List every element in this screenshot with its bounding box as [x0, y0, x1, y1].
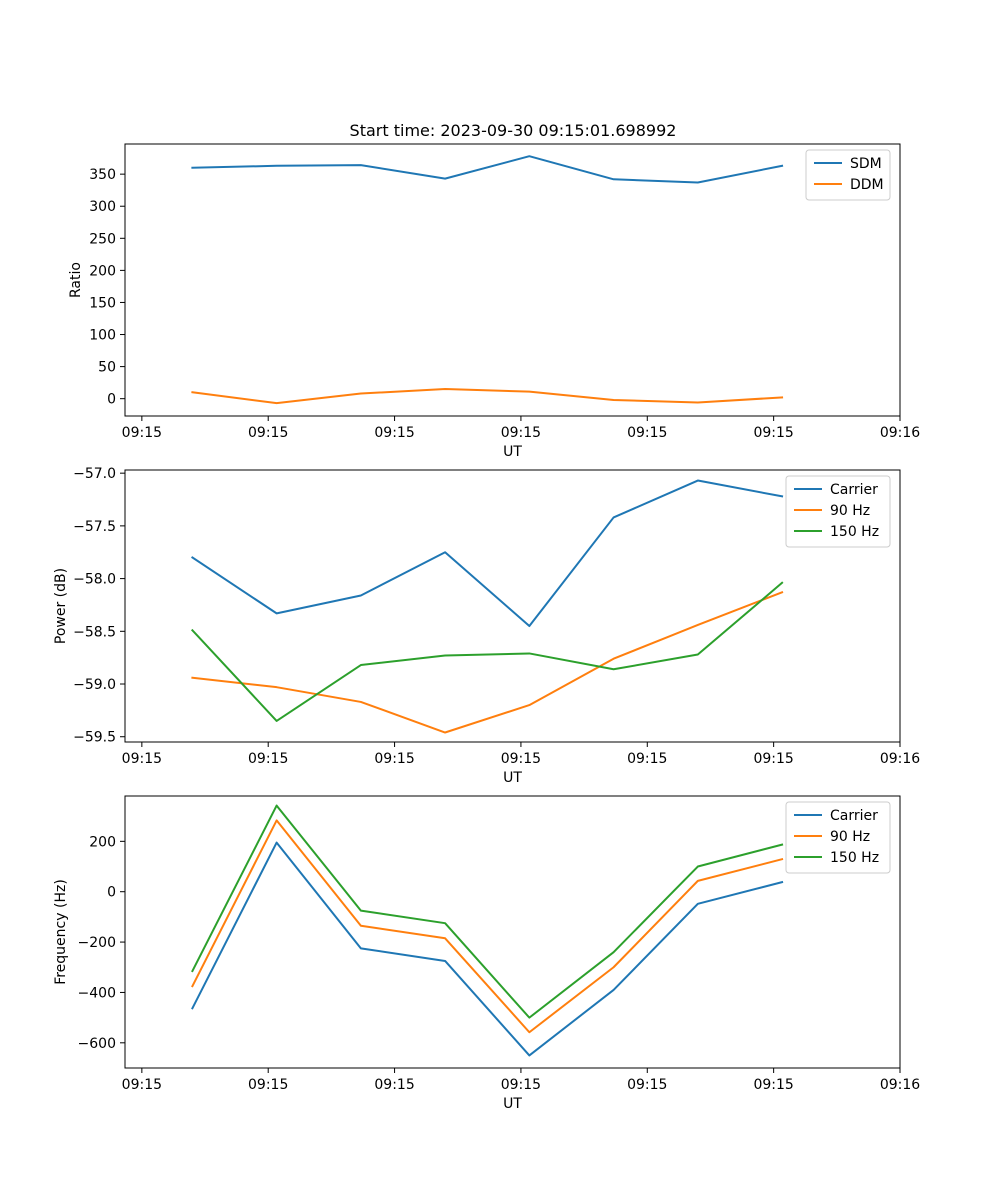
- y-tick-label: 100: [89, 328, 116, 344]
- legend-label: DDM: [850, 177, 884, 193]
- x-axis-label: UT: [503, 444, 522, 460]
- chart-panel-3: 09:15 09:15 09:15 09:15 09:15 09:15 09:16 −600 −…: [53, 795, 920, 1112]
- series-line-sdm: [191, 155, 784, 184]
- y-tick-label: −57.5: [73, 519, 116, 535]
- y-tick-label: 150: [89, 295, 116, 311]
- legend-label: 150 Hz: [830, 850, 879, 866]
- series-line-carrier: [191, 479, 784, 628]
- legend-label: SDM: [850, 156, 882, 172]
- x-tick-label: 09:15: [248, 751, 288, 767]
- x-tick-label: 09:16: [880, 751, 920, 767]
- figure-title: Start time: 2023-09-30 09:15:01.698992: [350, 121, 677, 140]
- series-line-ddm: [191, 388, 784, 405]
- y-axis-label: Ratio: [68, 262, 84, 298]
- y-tick-label: −59.5: [73, 730, 116, 746]
- x-tick-label: 09:15: [248, 425, 288, 441]
- y-tick-label: −58.0: [73, 572, 116, 588]
- chart-panel-2: 09:15 09:15 09:15 09:15 09:15 09:15 09:16 −59.5…: [53, 466, 920, 786]
- y-tick-label: −200: [78, 935, 116, 951]
- series-line-carrier: [191, 841, 784, 1057]
- x-tick-label: 09:15: [122, 425, 162, 441]
- y-tick-label: 300: [89, 199, 116, 215]
- y-tick-label: −400: [78, 985, 116, 1001]
- x-tick-label: 09:15: [122, 1077, 162, 1093]
- plot-frame: [124, 795, 901, 1069]
- legend-box: [785, 801, 891, 874]
- x-tick-label: 09:15: [753, 751, 793, 767]
- legend-label: 90 Hz: [830, 503, 870, 519]
- plot-frame: [124, 469, 901, 743]
- y-tick-label: 350: [89, 167, 116, 183]
- y-tick-label: 0: [107, 885, 116, 901]
- x-tick-label: 09:15: [374, 425, 414, 441]
- legend-label: 150 Hz: [830, 524, 879, 540]
- legend-label: Carrier: [830, 808, 878, 824]
- series-line-150-hz: [190, 581, 784, 722]
- x-tick-label: 09:16: [880, 1077, 920, 1093]
- chart-panel-1: 09:15 09:15 09:15 09:15 09:15 09:15 09:16 0 50 10…: [68, 143, 920, 460]
- series-line-90-hz: [191, 590, 784, 734]
- x-axis-label: UT: [503, 1096, 522, 1112]
- legend-label: Carrier: [830, 482, 878, 498]
- y-tick-label: −59.0: [73, 677, 116, 693]
- x-tick-label: 09:15: [501, 425, 541, 441]
- x-tick-label: 09:15: [248, 1077, 288, 1093]
- y-axis-label: Frequency (Hz): [53, 879, 69, 985]
- legend-box: [785, 475, 891, 548]
- x-tick-label: 09:15: [627, 751, 667, 767]
- series-line-90-hz: [191, 819, 784, 1034]
- x-tick-label: 09:15: [374, 751, 414, 767]
- x-tick-label: 09:15: [627, 1077, 667, 1093]
- y-tick-label: 200: [89, 834, 116, 850]
- plot-frame: [124, 143, 901, 417]
- y-tick-label: 250: [89, 231, 116, 247]
- x-tick-label: 09:15: [753, 425, 793, 441]
- x-tick-label: 09:15: [122, 751, 162, 767]
- x-tick-label: 09:15: [753, 1077, 793, 1093]
- x-axis-label: UT: [503, 770, 522, 786]
- y-tick-label: −600: [78, 1036, 116, 1052]
- x-tick-label: 09:15: [374, 1077, 414, 1093]
- series-line-150-hz: [191, 804, 784, 1019]
- y-tick-label: 0: [107, 392, 116, 408]
- y-tick-label: 200: [89, 263, 116, 279]
- y-tick-label: −57.0: [73, 466, 116, 482]
- x-tick-label: 09:16: [880, 425, 920, 441]
- legend-label: 90 Hz: [830, 829, 870, 845]
- y-axis-label: Power (dB): [53, 568, 69, 644]
- y-tick-label: −58.5: [73, 624, 116, 640]
- y-tick-label: 50: [98, 360, 116, 376]
- x-tick-label: 09:15: [501, 751, 541, 767]
- x-tick-label: 09:15: [501, 1077, 541, 1093]
- x-tick-label: 09:15: [627, 425, 667, 441]
